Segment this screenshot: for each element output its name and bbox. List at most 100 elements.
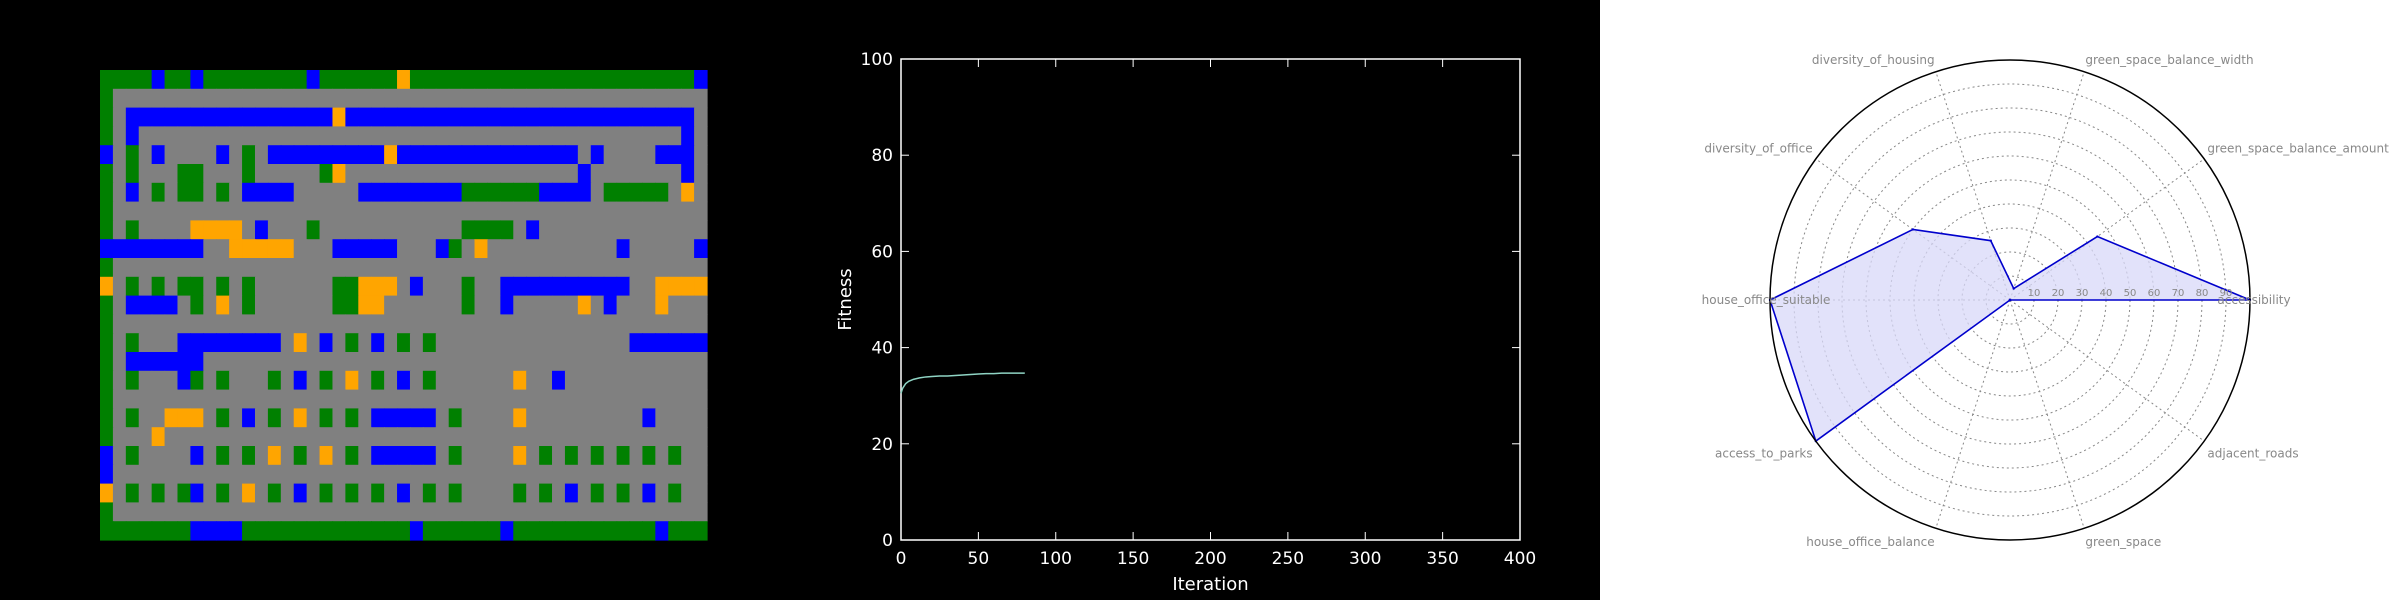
- grid-cell-road: [655, 408, 669, 428]
- grid-cell-road: [332, 126, 346, 146]
- grid-cell-road: [345, 427, 359, 447]
- grid-cell-road: [216, 389, 230, 409]
- grid-cell-road: [332, 502, 346, 522]
- x-axis-label: Iteration: [1172, 574, 1248, 595]
- grid-cell-housing: [397, 446, 411, 466]
- y-tick-label: 0: [882, 531, 893, 551]
- grid-cell-road: [151, 389, 166, 409]
- grid-cell-housing: [552, 182, 566, 203]
- grid-cell-road: [681, 389, 695, 409]
- grid-cell-road: [358, 408, 372, 428]
- grid-cell-housing: [397, 145, 411, 165]
- grid-cell-road: [668, 239, 682, 259]
- y-tick-label: 100: [861, 50, 893, 70]
- grid-cell-road: [112, 182, 127, 203]
- grid-cell-road: [422, 239, 437, 259]
- grid-cell-road: [616, 220, 631, 240]
- grid-cell-road: [435, 314, 450, 334]
- grid-cell-road: [203, 502, 217, 522]
- grid-cell-road: [629, 427, 644, 447]
- grid-cell-road: [254, 276, 269, 297]
- grid-cell-green: [371, 521, 385, 541]
- grid-cell-road: [642, 314, 656, 334]
- grid-cell-housing: [112, 239, 127, 259]
- grid-cell-road: [500, 333, 514, 353]
- grid-cell-office: [100, 276, 114, 297]
- grid-cell-road: [164, 220, 179, 240]
- grid-cell-road: [306, 483, 321, 503]
- grid-cell-road: [397, 164, 411, 184]
- grid-cell-road: [577, 446, 592, 466]
- grid-cell-road: [216, 239, 230, 259]
- grid-cell-housing: [164, 239, 179, 259]
- grid-cell-road: [552, 502, 566, 522]
- grid-cell-road: [642, 239, 656, 259]
- grid-cell-road: [526, 370, 540, 391]
- grid-cell-road: [474, 483, 489, 503]
- grid-cell-green: [461, 70, 476, 90]
- grid-cell-road: [655, 352, 669, 372]
- grid-cell-road: [435, 258, 450, 278]
- grid-cell-road: [603, 483, 618, 503]
- grid-cell-housing: [694, 239, 708, 259]
- grid-cell-green: [461, 521, 476, 541]
- grid-cell-housing: [552, 370, 566, 391]
- grid-cell-road: [422, 389, 437, 409]
- grid-cell-green: [267, 370, 282, 391]
- grid-cell-road: [306, 239, 321, 259]
- grid-cell-office: [151, 427, 166, 447]
- grid-cell-road: [293, 164, 308, 184]
- grid-cell-road: [138, 483, 153, 503]
- grid-cell-road: [539, 239, 553, 259]
- grid-cell-road: [422, 427, 437, 447]
- grid-cell-housing: [293, 483, 308, 503]
- grid-cell-green: [177, 521, 191, 541]
- grid-cell-road: [435, 352, 450, 372]
- grid-cell-road: [216, 314, 230, 334]
- fitness-line: [900, 372, 1025, 394]
- grid-cell-road: [203, 145, 217, 165]
- grid-cell-road: [319, 314, 334, 334]
- grid-cell-road: [487, 201, 501, 221]
- grid-cell-road: [668, 427, 682, 447]
- grid-cell-road: [681, 88, 695, 109]
- y-tick-label: 60: [871, 242, 893, 262]
- grid-cell-housing: [125, 352, 140, 372]
- grid-cell-green: [151, 182, 166, 203]
- grid-cell-road: [177, 258, 191, 278]
- grid-cell-road: [642, 389, 656, 409]
- grid-cell-road: [487, 164, 501, 184]
- grid-cell-road: [629, 201, 644, 221]
- y-tick-label: 20: [871, 435, 893, 455]
- grid-cell-road: [435, 126, 450, 146]
- grid-cell-road: [138, 201, 153, 221]
- grid-cell-road: [164, 276, 179, 297]
- grid-cell-housing: [216, 521, 230, 541]
- grid-cell-road: [629, 145, 644, 165]
- grid-cell-housing: [681, 333, 695, 353]
- grid-cell-green: [513, 521, 527, 541]
- grid-cell-road: [151, 314, 166, 334]
- grid-cell-road: [177, 220, 191, 240]
- grid-cell-road: [112, 258, 127, 278]
- grid-cell-road: [254, 126, 269, 146]
- radar-category-label: accessibility: [2217, 293, 2290, 307]
- grid-cell-green: [642, 446, 656, 466]
- grid-cell-road: [112, 464, 127, 485]
- grid-cell-road: [332, 389, 346, 409]
- grid-cell-road: [629, 258, 644, 278]
- grid-cell-road: [409, 239, 424, 259]
- grid-cell-office: [100, 483, 114, 503]
- radar-point: [2012, 287, 2015, 290]
- grid-cell-road: [616, 258, 631, 278]
- grid-cell-road: [112, 220, 127, 240]
- grid-cell-road: [229, 314, 243, 334]
- grid-cell-green: [125, 408, 140, 428]
- grid-cell-housing: [384, 408, 398, 428]
- grid-cell-road: [435, 333, 450, 353]
- x-tick-label: 200: [1194, 549, 1226, 569]
- grid-cell-green: [461, 295, 476, 315]
- grid-cell-road: [112, 333, 127, 353]
- grid-cell-road: [151, 408, 166, 428]
- y-axis-label: Fitness: [835, 268, 856, 330]
